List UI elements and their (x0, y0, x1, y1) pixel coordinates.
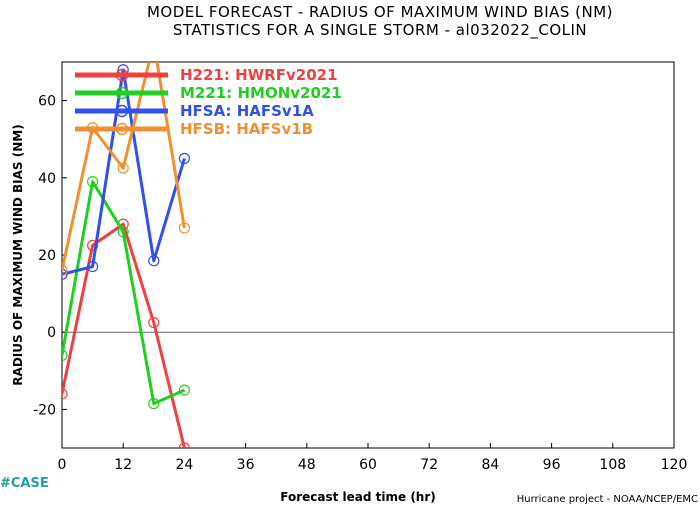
x-axis-ticks: 0 12 24 36 48 60 72 84 96 108 120 (58, 443, 688, 473)
y-tick-label: 20 (38, 248, 56, 264)
series-line (62, 62, 186, 271)
data-point (86, 239, 99, 251)
data-point (149, 38, 159, 48)
data-point (178, 442, 190, 448)
legend-marker (115, 86, 129, 100)
series-line (62, 180, 186, 406)
legend-label: HFSB: HAFSv1B (180, 120, 313, 138)
chart-title: MODEL FORECAST - RADIUS OF MAXIMUM WIND … (147, 3, 613, 21)
data-point (62, 264, 68, 277)
data-point (148, 398, 160, 410)
y-tick-label: -20 (33, 402, 56, 418)
data-point (86, 260, 99, 273)
chart-subtitle: STATISTICS FOR A SINGLE STORM - al032022… (173, 21, 587, 40)
x-tick-label: 36 (237, 457, 255, 473)
x-tick-label: 0 (58, 457, 67, 473)
y-tick-label: 60 (38, 94, 56, 110)
y-axis-label: RADIUS OF MAXIMUM WIND BIAS (NM) (11, 124, 25, 385)
x-tick-label: 48 (298, 457, 316, 473)
x-tick-label: 72 (420, 457, 438, 473)
data-point (148, 255, 160, 267)
data-point (178, 222, 190, 234)
data-point (86, 176, 99, 188)
series-line (62, 222, 186, 448)
data-point (62, 388, 68, 400)
y-tick-label: 40 (38, 171, 56, 187)
series-group (62, 38, 190, 448)
x-axis-label: Forecast lead time (hr) (280, 490, 436, 504)
y-axis-ticks: -20 0 20 40 60 (33, 94, 67, 418)
legend-label: H221: HWRFv2021 (180, 66, 338, 84)
x-tick-label: 12 (114, 457, 132, 473)
data-point (62, 349, 68, 361)
x-tick-label: 84 (481, 457, 499, 473)
legend-label: HFSA: HAFSv1A (180, 102, 314, 120)
y-tick-label: 0 (47, 325, 56, 341)
case-label: #CASE (0, 476, 49, 491)
legend-marker (115, 122, 129, 136)
data-point (62, 268, 68, 280)
legend-marker (115, 68, 129, 82)
x-tick-label: 24 (175, 457, 193, 473)
data-point (178, 384, 190, 396)
data-point (148, 316, 160, 329)
credit-text: Hurricane project - NOAA/NCEP/EMC (517, 494, 698, 505)
legend-label: M221: HMONv2021 (180, 84, 342, 102)
data-point (117, 162, 129, 174)
x-tick-label: 108 (599, 457, 626, 473)
data-point (117, 226, 129, 238)
data-point (178, 152, 190, 165)
x-tick-label: 96 (543, 457, 561, 473)
x-tick-label: 120 (661, 457, 688, 473)
legend-marker (115, 104, 129, 118)
x-tick-label: 60 (359, 457, 377, 473)
